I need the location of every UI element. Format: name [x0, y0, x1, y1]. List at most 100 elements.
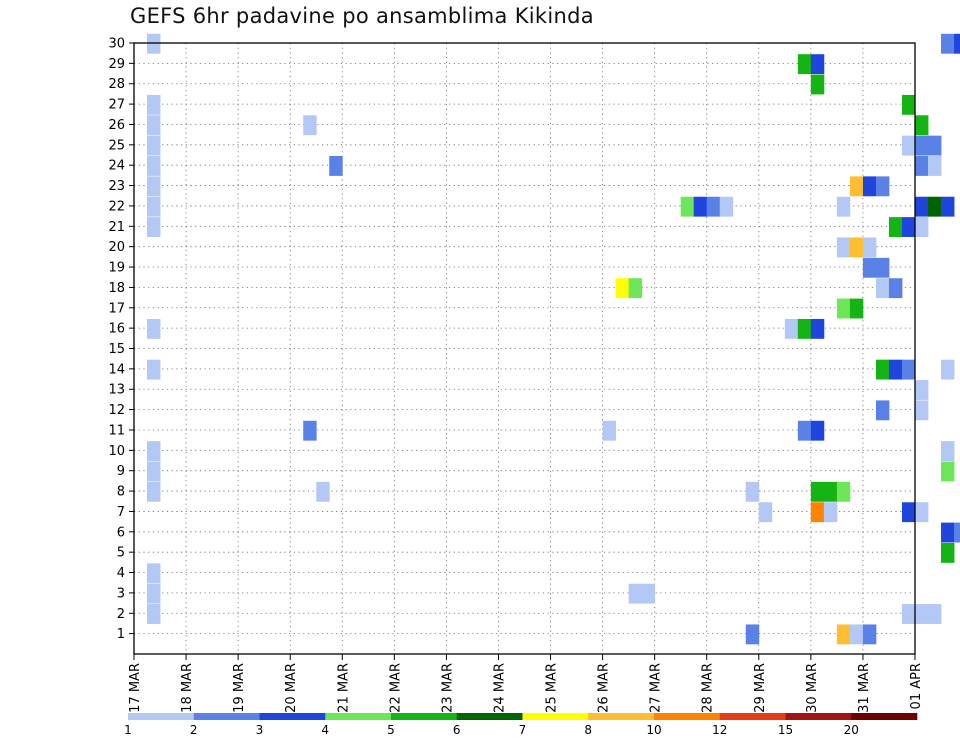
- heat-cell: [303, 420, 317, 441]
- heat-cell: [147, 481, 161, 502]
- heat-cell: [915, 380, 929, 400]
- y-tick-label: 6: [117, 525, 125, 540]
- heat-cell: [758, 502, 773, 523]
- heat-cell: [941, 522, 955, 543]
- y-tick-label: 1: [117, 627, 125, 642]
- heat-cell: [915, 156, 929, 176]
- y-tick-label: 11: [108, 423, 125, 438]
- heat-cell: [836, 481, 851, 502]
- y-tick-label: 4: [117, 566, 125, 581]
- colorbar-segment: [522, 713, 589, 720]
- colorbar-label: 7: [519, 723, 527, 737]
- heat-cell: [954, 522, 960, 543]
- colorbar-label: 10: [646, 723, 661, 737]
- heat-cell: [928, 156, 942, 176]
- colorbar-segment: [785, 713, 852, 720]
- colorbar-segment: [719, 713, 786, 720]
- y-tick-label: 21: [108, 220, 125, 235]
- heat-cell: [941, 461, 955, 482]
- heat-cell: [836, 624, 851, 645]
- heat-cell: [797, 54, 812, 75]
- heat-cell: [628, 278, 643, 299]
- heat-cell: [147, 359, 161, 380]
- colorbar-segment: [391, 713, 458, 720]
- heat-cell: [862, 257, 877, 278]
- heat-cell: [147, 563, 161, 584]
- y-tick-label: 5: [117, 546, 125, 561]
- heat-cell: [915, 115, 929, 136]
- heat-cell: [303, 115, 317, 136]
- y-tick-label: 3: [117, 586, 125, 601]
- heat-cell: [888, 359, 903, 380]
- colorbar-label: 1: [124, 723, 132, 737]
- heat-cell: [862, 237, 877, 258]
- colorbar-label: 2: [190, 723, 198, 737]
- heat-cell: [915, 135, 929, 156]
- heat-cell: [797, 420, 812, 441]
- y-tick-label: 12: [108, 403, 125, 418]
- colorbar-label: 5: [387, 723, 395, 737]
- heat-cell: [875, 257, 890, 278]
- y-tick-label: 2: [117, 607, 125, 622]
- heat-cell: [915, 502, 929, 523]
- colorbar-label: 12: [712, 723, 727, 737]
- heat-cell: [941, 359, 955, 380]
- colorbar-label: 20: [844, 723, 859, 737]
- y-tick-label: 30: [108, 37, 125, 52]
- heat-cell: [901, 94, 916, 115]
- heat-cell: [928, 604, 942, 624]
- x-tick-label: 31 MAR: [857, 663, 872, 713]
- heat-cell: [928, 135, 942, 156]
- y-tick-label: 24: [108, 159, 125, 174]
- heat-cell: [849, 624, 864, 645]
- colorbar-segment: [851, 713, 918, 720]
- y-tick-label: 16: [108, 322, 125, 337]
- heat-cell: [147, 196, 161, 217]
- y-tick-label: 15: [108, 342, 125, 357]
- colorbar-segment: [193, 713, 260, 720]
- heat-cell: [745, 624, 760, 645]
- heat-cell: [862, 176, 877, 197]
- colorbar-segment: [325, 713, 392, 720]
- heat-cell: [602, 420, 617, 441]
- x-tick-label: 21 MAR: [336, 663, 351, 713]
- heat-cell: [719, 196, 734, 217]
- heat-cell: [147, 217, 161, 237]
- heat-cell: [941, 441, 955, 462]
- heat-cell: [641, 583, 656, 604]
- heat-cell: [147, 135, 161, 156]
- heat-cell: [706, 196, 721, 217]
- heat-cell: [928, 196, 942, 217]
- colorbar-label: 8: [584, 723, 592, 737]
- x-tick-label: 20 MAR: [284, 663, 299, 713]
- heat-cell: [888, 217, 903, 237]
- heat-cell: [147, 441, 161, 462]
- heat-cell: [680, 196, 695, 217]
- x-tick-label: 27 MAR: [649, 663, 664, 713]
- colorbar-segment: [259, 713, 326, 720]
- heat-cell: [147, 318, 161, 339]
- heat-cell: [849, 237, 864, 258]
- heat-cell: [836, 298, 851, 319]
- heat-cell: [147, 156, 161, 176]
- heat-cell: [147, 176, 161, 197]
- x-tick-label: 17 MAR: [128, 663, 143, 713]
- x-tick-label: 25 MAR: [545, 663, 560, 713]
- heat-cell: [875, 278, 890, 299]
- y-tick-label: 20: [108, 240, 125, 255]
- heat-cell: [329, 156, 343, 176]
- y-tick-label: 18: [108, 281, 125, 296]
- heat-cell: [888, 278, 903, 299]
- y-tick-label: 8: [117, 485, 125, 500]
- heat-cell: [797, 318, 812, 339]
- heat-cell: [147, 33, 161, 54]
- heat-cell: [836, 196, 851, 217]
- heat-cell: [615, 278, 630, 299]
- heat-cell: [823, 502, 838, 523]
- heat-cell: [954, 33, 960, 54]
- heat-cell: [147, 604, 161, 624]
- y-tick-label: 13: [108, 383, 125, 398]
- x-tick-label: 19 MAR: [232, 663, 247, 713]
- x-tick-label: 24 MAR: [492, 663, 507, 713]
